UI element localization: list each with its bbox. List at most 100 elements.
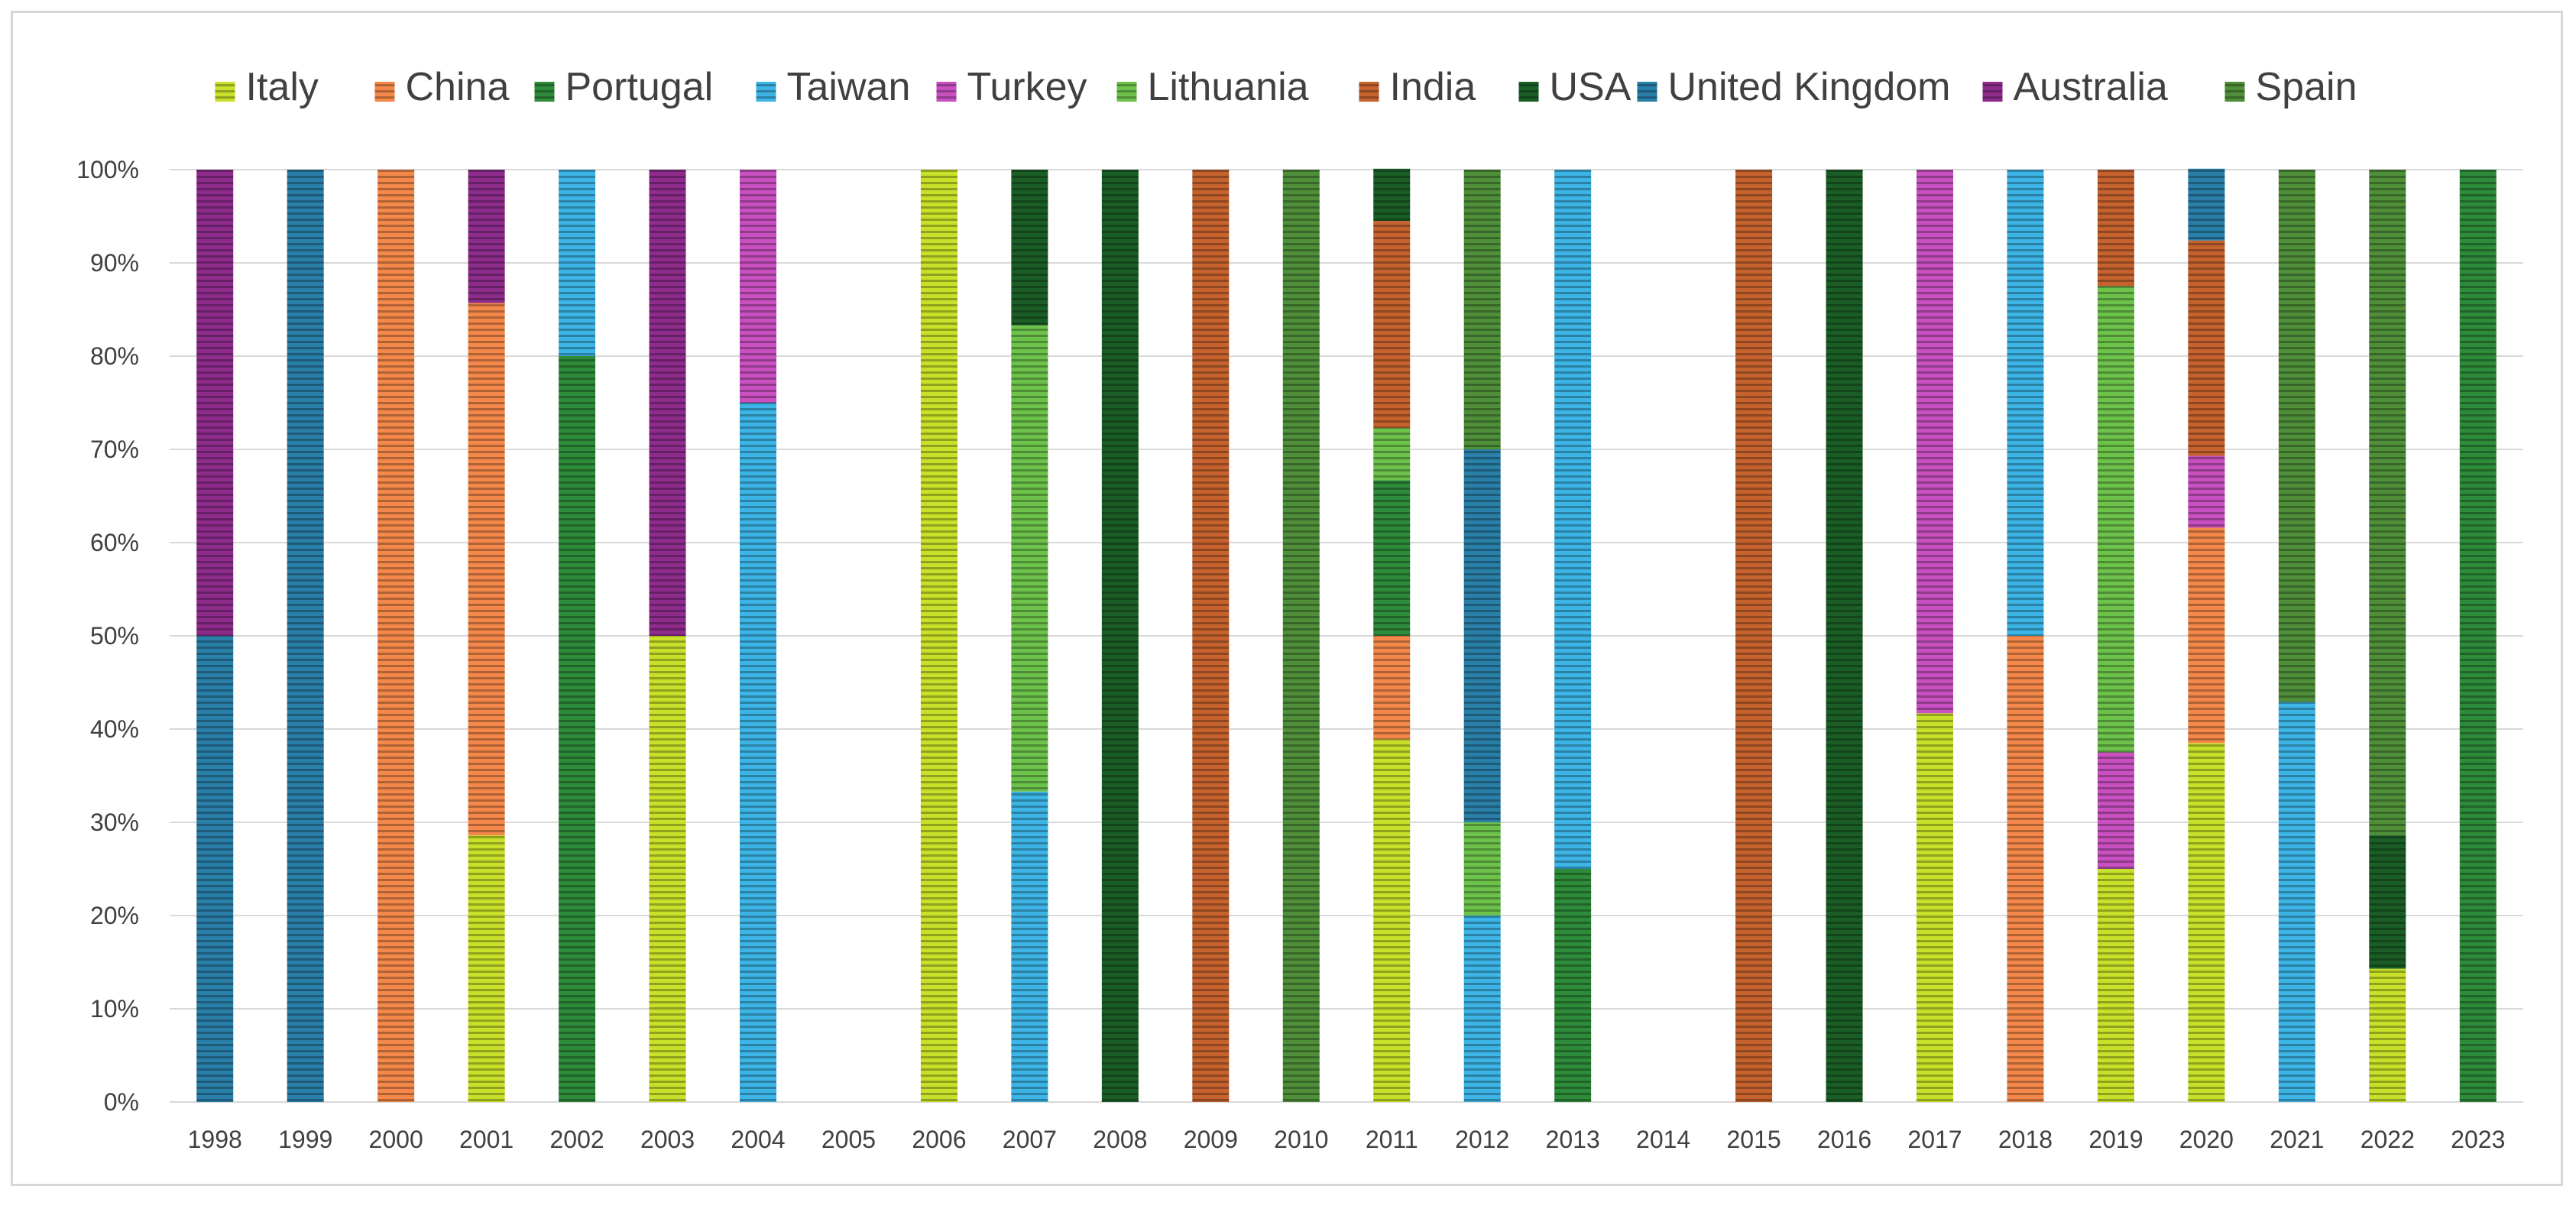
bars [196, 168, 2497, 1102]
bar-segment-turkey-2004 [740, 170, 776, 403]
x-tick-label: 2013 [1546, 1126, 1600, 1153]
bar-segment-spain-2010 [1282, 170, 1320, 1102]
bar-segment-portugal-2011 [1373, 480, 1411, 636]
legend-item-lithuania: Lithuania [1116, 65, 1309, 109]
legend-swatch [1116, 82, 1137, 102]
bar-segment-italy-2022 [2369, 968, 2406, 1102]
legend-swatch [936, 82, 957, 102]
bar-segment-italy-2003 [649, 636, 686, 1102]
bar-segment-lithuania-2011 [1373, 427, 1411, 481]
x-tick-label: 2015 [1726, 1126, 1781, 1153]
bar-1999 [287, 170, 324, 1102]
y-tick-label: 10% [90, 995, 139, 1023]
bar-segment-taiwan-2002 [559, 170, 596, 356]
x-axis: 1998 1999 2000 2001 2002 2003 2004 2005 2006 2007… [188, 1126, 2506, 1153]
x-tick-label: 2017 [1907, 1126, 1962, 1153]
bar-segment-china-2020 [2188, 527, 2225, 744]
bar-segment-portugal-2002 [559, 356, 596, 1102]
x-tick-label: 2007 [1003, 1126, 1057, 1153]
bar-2022 [2369, 170, 2406, 1102]
legend-item-spain: Spain [2224, 65, 2357, 109]
legend-item-australia: Australia [1982, 65, 2168, 109]
bar-segment-india-2015 [1735, 170, 1773, 1102]
y-tick-label: 90% [90, 249, 139, 277]
x-tick-label: 2020 [2179, 1126, 2234, 1153]
x-tick-label: 2011 [1366, 1126, 1418, 1153]
bar-segment-india-2011 [1373, 221, 1411, 428]
legend-item-italy: Italy [215, 65, 319, 109]
bar-segment-portugal-2013 [1554, 869, 1592, 1102]
bar-segment-taiwan-2018 [2007, 170, 2044, 636]
bar-segment-taiwan-2004 [740, 403, 776, 1102]
legend-swatch [374, 82, 395, 102]
y-tick-label: 0% [104, 1088, 139, 1116]
legend-label: Lithuania [1148, 65, 1309, 109]
bar-2002 [559, 170, 596, 1102]
bar-segment-india-2009 [1192, 170, 1230, 1102]
x-tick-label: 2001 [459, 1126, 514, 1153]
x-tick-label: 2006 [912, 1126, 966, 1153]
bar-2001 [468, 170, 505, 1102]
legend-item-usa: USA [1518, 65, 1631, 109]
legend-item-portugal: Portugal [534, 65, 713, 109]
bar-segment-china-2018 [2007, 636, 2044, 1102]
bar-segment-usa-2008 [1101, 170, 1139, 1102]
x-tick-label: 2010 [1274, 1126, 1328, 1153]
bar-segment-italy-2006 [920, 170, 957, 1102]
legend-label: Australia [2014, 65, 2168, 109]
bar-segment-united-kingdom-1998 [196, 636, 234, 1102]
x-tick-label: 2000 [369, 1126, 423, 1153]
y-tick-label: 40% [90, 715, 139, 743]
legend-item-taiwan: Taiwan [756, 65, 911, 109]
bar-segment-taiwan-2021 [2278, 702, 2315, 1102]
legend-label: United Kingdom [1668, 65, 1951, 109]
legend-item-united-kingdom: United Kingdom [1637, 65, 1951, 109]
y-tick-label: 100% [76, 156, 139, 183]
legend-label: Spain [2256, 65, 2357, 109]
bar-segment-turkey-2017 [1917, 170, 1953, 714]
x-tick-label: 2012 [1455, 1126, 1509, 1153]
legend-label: Taiwan [787, 65, 911, 109]
bar-segment-united-kingdom-2020 [2188, 168, 2225, 241]
bar-segment-australia-1998 [196, 170, 234, 636]
legend-label: Turkey [967, 65, 1087, 109]
bar-segment-united-kingdom-2012 [1463, 449, 1501, 822]
bar-segment-usa-2007 [1011, 170, 1048, 326]
chart-frame: Italy China Portugal Taiwan Turkey Lithuania I… [11, 11, 2563, 1186]
bar-segment-italy-2020 [2188, 743, 2225, 1102]
x-tick-label: 2002 [549, 1126, 604, 1153]
bar-segment-australia-2003 [649, 170, 686, 636]
x-tick-label: 2014 [1636, 1126, 1690, 1153]
legend-swatch [1637, 82, 1657, 102]
x-tick-label: 1998 [188, 1126, 242, 1153]
bar-2015 [1735, 170, 1773, 1102]
bar-segment-india-2019 [2097, 170, 2134, 287]
x-tick-label: 2018 [1998, 1126, 2053, 1153]
x-tick-label: 2022 [2361, 1126, 2415, 1153]
bar-2004 [740, 170, 776, 1102]
bar-segment-turkey-2019 [2097, 752, 2134, 869]
y-tick-label: 30% [90, 809, 139, 836]
x-tick-label: 2021 [2270, 1126, 2324, 1153]
bar-segment-india-2020 [2188, 240, 2225, 456]
legend-label: USA [1550, 65, 1631, 109]
y-tick-label: 60% [90, 529, 139, 556]
bar-2019 [2097, 170, 2134, 1102]
bar-2009 [1192, 170, 1230, 1102]
legend-label: Italy [246, 65, 319, 109]
x-tick-label: 2008 [1093, 1126, 1147, 1153]
bar-segment-spain-2012 [1463, 170, 1501, 449]
bar-2023 [2459, 170, 2497, 1102]
x-tick-label: 2019 [2088, 1126, 2143, 1153]
bar-2007 [1011, 170, 1048, 1102]
bar-segment-portugal-2023 [2459, 170, 2497, 1102]
bar-segment-china-2001 [468, 303, 505, 836]
x-tick-label: 2003 [640, 1126, 695, 1153]
bar-2006 [920, 170, 957, 1102]
bar-2021 [2278, 170, 2315, 1102]
bar-2017 [1917, 170, 1953, 1102]
bar-2003 [649, 170, 686, 1102]
bar-2012 [1463, 170, 1501, 1102]
bar-segment-australia-2001 [468, 170, 505, 303]
bar-segment-lithuania-2019 [2097, 286, 2134, 753]
